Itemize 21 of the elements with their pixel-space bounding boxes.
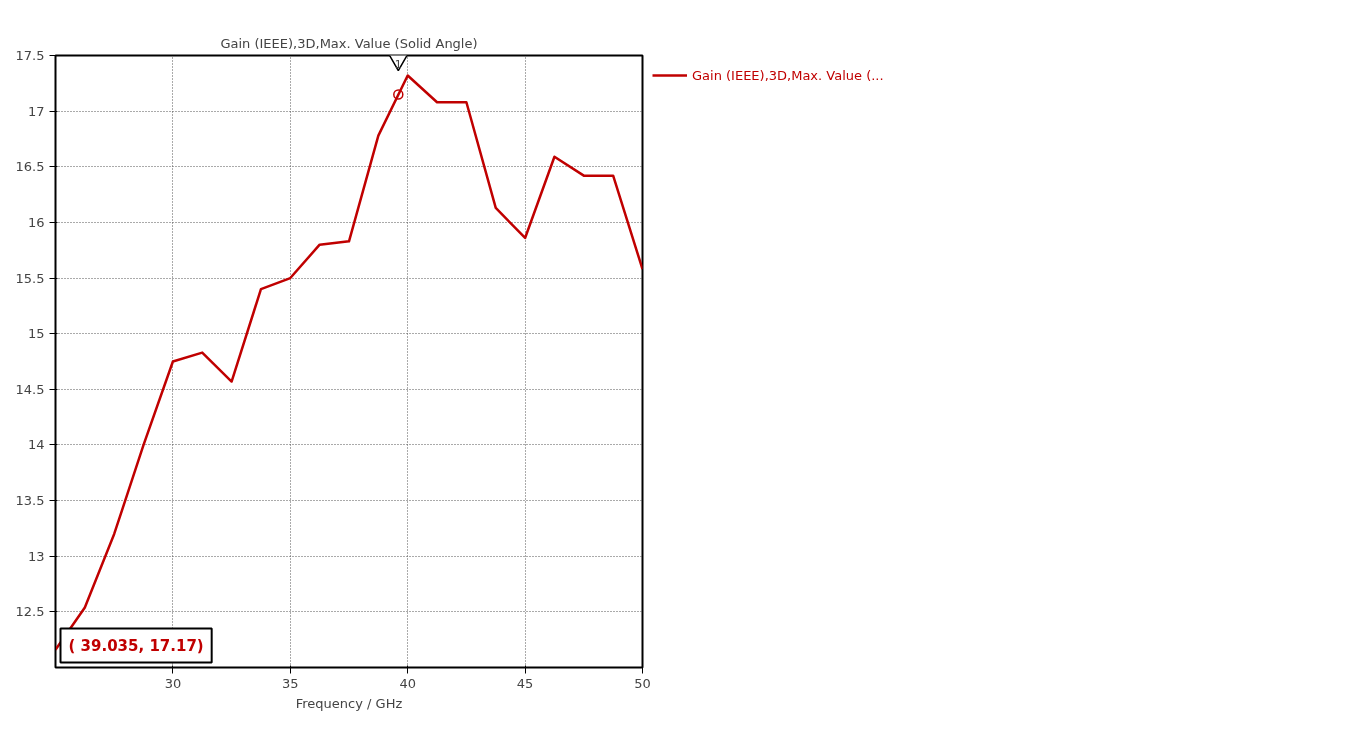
y-tick-label: 15	[27, 326, 45, 342]
x-tick-label: 30	[164, 675, 182, 691]
annotation: 1	[394, 57, 402, 71]
x-tick-label: 50	[634, 675, 651, 691]
x-tick-label: 40	[399, 675, 416, 691]
legend-label: Gain (IEEE),3D,Max. Value (...	[692, 67, 884, 83]
x-axis-title: Frequency / GHz	[295, 695, 403, 711]
y-tick-label: 13.5	[15, 493, 45, 509]
y-tick-label: 14	[27, 437, 45, 453]
y-tick-label: 17.5	[15, 48, 45, 63]
x-tick-label: 45	[516, 675, 534, 691]
chart-title: Gain (IEEE),3D,Max. Value (Solid Angle)	[220, 35, 478, 51]
y-tick-label: 15.5	[15, 270, 45, 286]
y-tick-label: 16	[27, 214, 45, 230]
y-tick-label: 17	[27, 103, 45, 119]
y-tick-label: 13	[27, 548, 45, 564]
annotation: ( 39.035, 17.17)	[68, 636, 204, 655]
y-tick-label: 12.5	[15, 604, 45, 620]
y-tick-label: 14.5	[15, 381, 45, 397]
x-tick-label: 35	[282, 675, 299, 691]
y-tick-label: 16.5	[15, 159, 45, 175]
